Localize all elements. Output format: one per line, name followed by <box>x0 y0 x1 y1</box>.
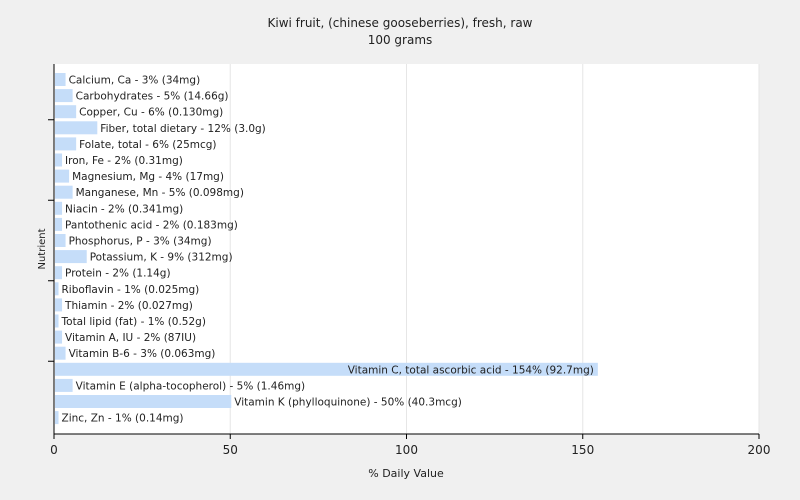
bar <box>55 378 73 392</box>
bar <box>55 314 59 328</box>
x-tick-label: 50 <box>223 443 238 457</box>
bar-label: Vitamin K (phylloquinone) - 50% (40.3mcg… <box>234 397 462 409</box>
bar-label: Fiber, total dietary - 12% (3.0g) <box>100 123 265 135</box>
bar-label: Carbohydrates - 5% (14.66g) <box>76 91 229 103</box>
bar-label: Copper, Cu - 6% (0.130mg) <box>79 107 223 119</box>
bar <box>55 89 73 103</box>
bar-label: Folate, total - 6% (25mcg) <box>79 139 216 151</box>
bar <box>55 169 70 183</box>
bar-label: Phosphorus, P - 3% (34mg) <box>69 236 212 248</box>
x-axis-ticks: 0 50 100 150 200 <box>50 434 770 457</box>
x-tick-label: 100 <box>395 443 418 457</box>
bar-label: Iron, Fe - 2% (0.31mg) <box>65 155 183 167</box>
bar-label: Riboflavin - 1% (0.025mg) <box>62 284 200 296</box>
bar-label: Manganese, Mn - 5% (0.098mg) <box>76 187 244 199</box>
y-axis-ticks <box>48 119 54 362</box>
bar <box>55 73 66 86</box>
bar-label: Pantothenic acid - 2% (0.183mg) <box>65 219 238 231</box>
bar <box>55 217 63 231</box>
y-axis-title: Nutrient <box>37 228 48 269</box>
bar <box>55 330 63 344</box>
chart-subtitle: 100 grams <box>368 33 433 47</box>
bar-label: Magnesium, Mg - 4% (17mg) <box>72 171 224 183</box>
x-tick-label: 0 <box>50 443 58 457</box>
bar <box>55 105 77 119</box>
bar <box>55 250 87 264</box>
bar-label: Vitamin C, total ascorbic acid - 154% (9… <box>348 364 594 376</box>
bars <box>55 73 598 425</box>
bar <box>55 266 63 280</box>
bar <box>55 411 59 425</box>
bar <box>55 234 66 247</box>
bar-label: Protein - 2% (1.14g) <box>65 268 171 280</box>
bar <box>55 346 66 360</box>
bar <box>55 298 63 312</box>
bar-label: Total lipid (fat) - 1% (0.52g) <box>61 316 206 328</box>
bar-label: Calcium, Ca - 3% (34mg) <box>69 75 201 87</box>
bar <box>55 201 63 215</box>
bar <box>55 282 59 296</box>
bar-label: Vitamin B-6 - 3% (0.063mg) <box>69 348 216 360</box>
chart-title: Kiwi fruit, (chinese gooseberries), fres… <box>268 16 533 30</box>
bar-label: Vitamin E (alpha-tocopherol) - 5% (1.46m… <box>76 380 306 392</box>
bar-label: Potassium, K - 9% (312mg) <box>90 252 233 264</box>
bar-labels: Calcium, Ca - 3% (34mg) Carbohydrates - 5… <box>61 75 594 425</box>
bar <box>55 395 232 408</box>
x-tick-label: 150 <box>571 443 594 457</box>
x-axis-title: % Daily Value <box>368 467 444 480</box>
bar-label: Niacin - 2% (0.341mg) <box>65 203 183 215</box>
bar <box>55 153 63 167</box>
x-tick-label: 200 <box>748 443 771 457</box>
bar-label: Zinc, Zn - 1% (0.14mg) <box>62 413 184 425</box>
bar <box>55 137 77 151</box>
bar <box>55 121 98 135</box>
bar-label: Vitamin A, IU - 2% (87IU) <box>65 332 196 344</box>
bar <box>55 362 598 376</box>
bar-label: Thiamin - 2% (0.027mg) <box>64 300 193 312</box>
bar <box>55 185 73 199</box>
